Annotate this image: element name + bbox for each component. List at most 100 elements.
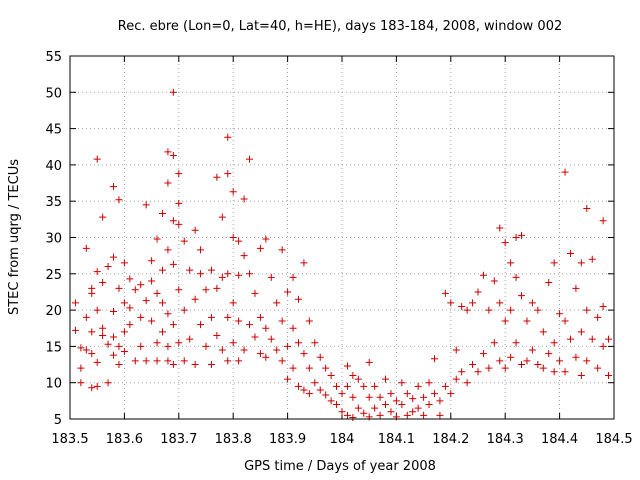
data-point	[387, 408, 395, 416]
data-point	[77, 364, 85, 372]
data-point	[420, 411, 428, 419]
data-point	[158, 210, 166, 218]
data-point	[371, 382, 379, 390]
data-point	[327, 371, 335, 379]
x-tick-label: 184.1	[378, 432, 415, 447]
data-point	[207, 313, 215, 321]
data-point	[360, 409, 368, 417]
data-point	[180, 237, 188, 245]
data-point	[218, 213, 226, 221]
data-point	[99, 279, 107, 287]
data-point	[414, 382, 422, 390]
y-tick-labels: 5 10 15 20 25 30 35 40 45 50 55	[45, 50, 62, 428]
data-point	[191, 226, 199, 234]
data-point	[180, 357, 188, 365]
data-point	[420, 393, 428, 401]
data-point	[278, 357, 286, 365]
y-tick-label: 20	[45, 304, 62, 319]
data-point	[175, 339, 183, 347]
data-point	[256, 244, 264, 252]
data-point	[311, 339, 319, 347]
data-point	[71, 299, 79, 307]
data-point	[137, 313, 145, 321]
data-point	[300, 386, 308, 394]
data-point	[441, 289, 449, 297]
data-point	[322, 391, 330, 399]
data-point	[88, 384, 96, 392]
data-point	[191, 295, 199, 303]
data-point	[354, 375, 362, 383]
data-point	[224, 313, 232, 321]
data-point	[207, 266, 215, 274]
y-tick-label: 25	[45, 268, 62, 283]
data-point	[99, 332, 107, 340]
plot-frame	[69, 55, 615, 420]
data-point	[126, 321, 134, 329]
data-point	[556, 357, 564, 365]
data-point	[273, 346, 281, 354]
data-point	[142, 201, 150, 209]
data-point	[153, 339, 161, 347]
data-point	[496, 224, 504, 232]
data-point	[561, 317, 569, 325]
data-points	[71, 88, 613, 422]
data-point	[485, 306, 493, 314]
data-point	[126, 275, 134, 283]
data-point	[164, 148, 172, 156]
data-point	[240, 195, 248, 203]
data-point	[447, 299, 455, 307]
data-point	[294, 382, 302, 390]
data-point	[278, 317, 286, 325]
data-point	[463, 306, 471, 314]
data-point	[262, 324, 270, 332]
data-point	[213, 173, 221, 181]
data-point	[479, 271, 487, 279]
data-point	[224, 133, 232, 141]
x-axis-label: GPS time / Days of year 2008	[244, 459, 436, 474]
data-point	[169, 88, 177, 96]
data-point	[556, 310, 564, 318]
data-point	[507, 306, 515, 314]
data-point	[414, 404, 422, 412]
data-point	[213, 332, 221, 340]
x-tick-label: 183.7	[160, 432, 197, 447]
data-point	[197, 321, 205, 329]
data-point	[104, 340, 112, 348]
data-point	[300, 259, 308, 267]
data-point	[294, 295, 302, 303]
data-point	[518, 361, 526, 369]
data-point	[463, 379, 471, 387]
data-point	[262, 353, 270, 361]
data-point	[186, 266, 194, 274]
data-point	[77, 344, 85, 352]
data-point	[273, 299, 281, 307]
data-point	[583, 357, 591, 365]
data-point	[327, 397, 335, 405]
data-point	[458, 368, 466, 376]
data-point	[545, 350, 553, 358]
data-point	[224, 357, 232, 365]
data-point	[267, 273, 275, 281]
x-tick-label: 183.9	[269, 432, 306, 447]
data-point	[120, 259, 128, 267]
data-point	[316, 386, 324, 394]
data-point	[599, 342, 607, 350]
x-tick-label: 183.6	[106, 432, 143, 447]
data-point	[88, 328, 96, 336]
data-point	[110, 253, 118, 261]
data-point	[256, 313, 264, 321]
data-point	[262, 235, 270, 243]
data-point	[278, 246, 286, 254]
data-point	[77, 379, 85, 387]
data-point	[376, 411, 384, 419]
data-point	[88, 350, 96, 358]
data-point	[594, 364, 602, 372]
data-point	[202, 286, 210, 294]
data-point	[534, 361, 542, 369]
data-point	[175, 170, 183, 178]
data-point	[349, 371, 357, 379]
data-point	[523, 357, 531, 365]
data-point	[566, 335, 574, 343]
data-point	[120, 347, 128, 355]
data-point	[197, 270, 205, 278]
